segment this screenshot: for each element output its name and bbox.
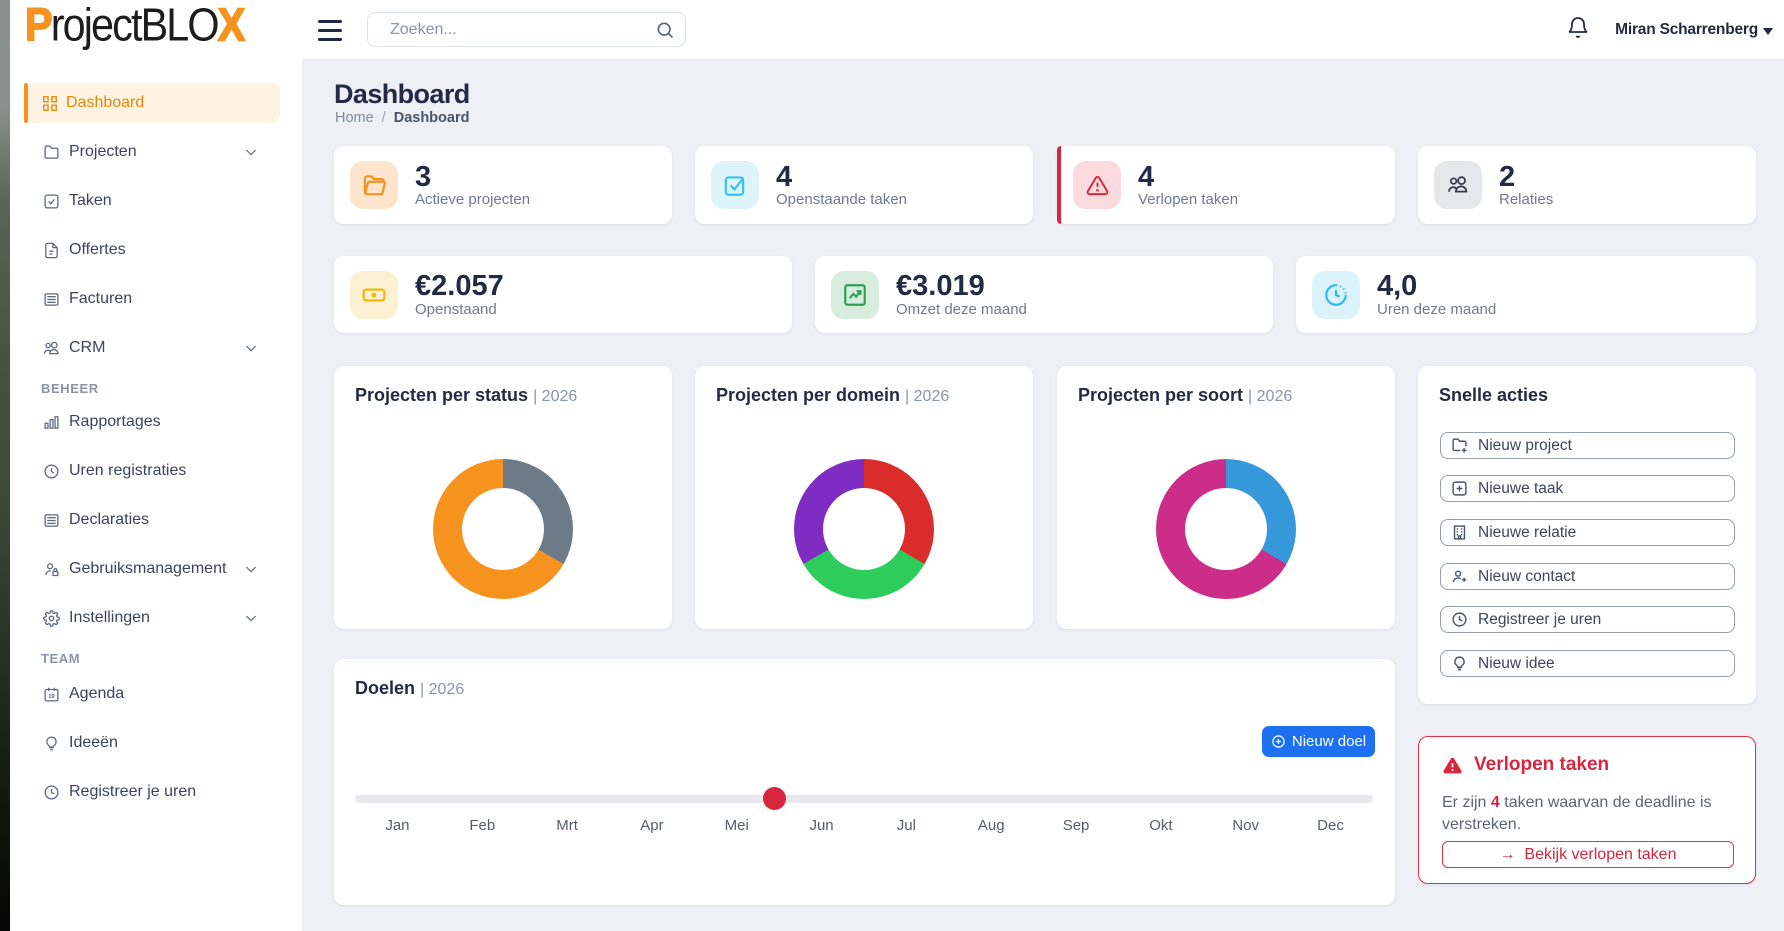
svg-text:19: 19: [48, 694, 54, 700]
